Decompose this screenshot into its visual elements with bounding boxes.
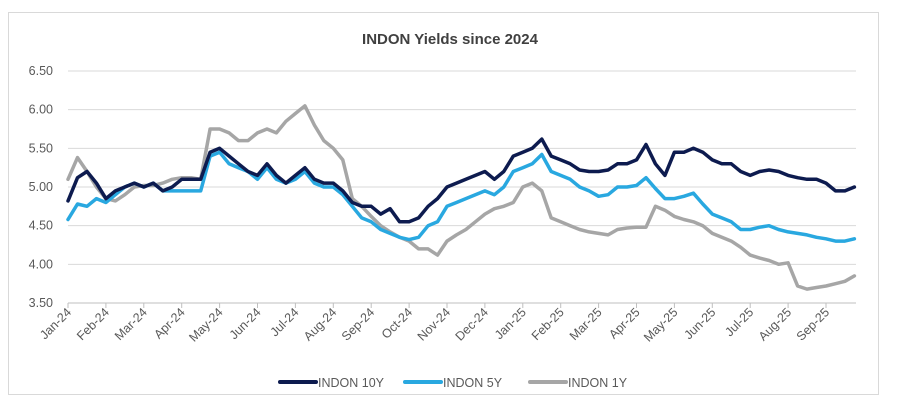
y-tick-label: 4.50 [29, 219, 53, 233]
x-tick-label: May-24 [186, 305, 225, 344]
x-tick-label: Jan-25 [492, 305, 529, 342]
x-tick-label: Apr-24 [151, 305, 187, 341]
x-tick-label: Oct-24 [379, 305, 415, 341]
x-tick-label: Sep-25 [794, 305, 832, 343]
legend-item: INDON 5Y [403, 376, 503, 390]
chart-container [8, 12, 879, 395]
x-tick-label: Jun-25 [681, 305, 718, 342]
x-tick-label: Jun-24 [227, 305, 264, 342]
x-tick-label: May-25 [641, 305, 680, 344]
x-tick-label: Nov-24 [415, 305, 453, 343]
legend-label: INDON 1Y [568, 376, 628, 390]
gridlines [68, 70, 856, 304]
legend-item: INDON 10Y [278, 376, 385, 390]
legend: INDON 10Y INDON 5Y INDON 1Y [278, 376, 628, 390]
series-line-indon-5y [66, 150, 857, 243]
chart-title: INDON Yields since 2024 [362, 31, 539, 48]
legend-item: INDON 1Y [528, 376, 628, 390]
x-tick-label: Mar-24 [112, 305, 150, 343]
x-tick-label: Jul-25 [722, 305, 756, 339]
y-tick-label: 6.50 [29, 64, 53, 78]
x-tick-label: Jan-24 [37, 305, 74, 342]
series-line-indon-10y [66, 137, 857, 224]
y-axis-ticks: 6.50 6.00 5.50 5.00 4.50 4.00 3.50 [29, 64, 53, 310]
x-tick-label: Jul-24 [268, 305, 302, 339]
y-tick-label: 5.00 [29, 180, 53, 194]
legend-label: INDON 5Y [443, 376, 503, 390]
series-line-indon-1y [66, 104, 857, 291]
x-tick-label: Feb-24 [74, 305, 112, 343]
x-tick-label: Mar-25 [567, 305, 605, 343]
y-tick-label: 3.50 [29, 296, 53, 310]
legend-label: INDON 10Y [318, 376, 385, 390]
y-tick-label: 4.00 [29, 257, 53, 271]
x-tick-label: Aug-24 [301, 305, 339, 343]
x-tick-label: Feb-25 [529, 305, 567, 343]
series-lines [66, 104, 857, 291]
y-tick-label: 6.00 [29, 103, 53, 117]
x-tick-label: Dec-24 [453, 305, 491, 343]
x-tick-label: Aug-25 [756, 305, 794, 343]
x-tick-label: Sep-24 [339, 305, 377, 343]
y-tick-label: 5.50 [29, 141, 53, 155]
x-tick-label: Apr-25 [606, 305, 642, 341]
